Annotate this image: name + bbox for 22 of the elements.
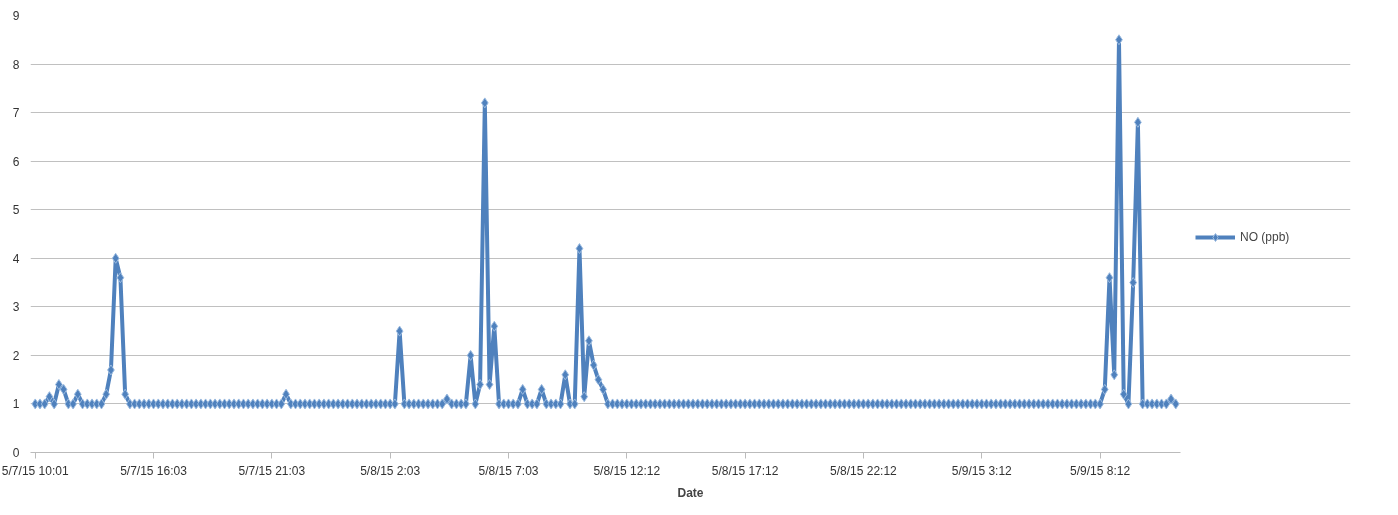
x-tick-label: 5/7/15 21:03 xyxy=(238,463,306,478)
x-tick-label: 5/8/15 2:03 xyxy=(360,463,421,478)
y-tick-label: 2 xyxy=(12,348,20,363)
y-tick-label: 7 xyxy=(12,106,20,121)
x-tick-label: 5/8/15 22:12 xyxy=(830,463,898,478)
y-tick-label: 1 xyxy=(12,397,20,412)
x-tick-label: 5/8/15 17:12 xyxy=(711,463,779,478)
x-tick-label: 5/7/15 16:03 xyxy=(120,463,188,478)
legend-label: NO (ppb) xyxy=(1240,230,1290,244)
x-tick-label: 5/7/15 10:01 xyxy=(1,463,69,478)
y-tick-label: 4 xyxy=(12,251,20,266)
y-tick-label: 3 xyxy=(12,300,20,315)
y-tick-label: 6 xyxy=(12,154,20,169)
y-tick-label: 8 xyxy=(12,57,20,72)
x-tick-label: 5/8/15 12:12 xyxy=(593,463,661,478)
x-tick-label: 5/9/15 8:12 xyxy=(1070,463,1131,478)
y-tick-label: 0 xyxy=(12,446,20,460)
y-tick-label: 9 xyxy=(12,9,20,23)
x-tick-label: 5/8/15 7:03 xyxy=(478,463,539,478)
x-tick-label: 5/9/15 3:12 xyxy=(951,463,1013,478)
y-tick-label: 5 xyxy=(12,203,20,218)
x-axis-title: Date xyxy=(677,485,704,500)
